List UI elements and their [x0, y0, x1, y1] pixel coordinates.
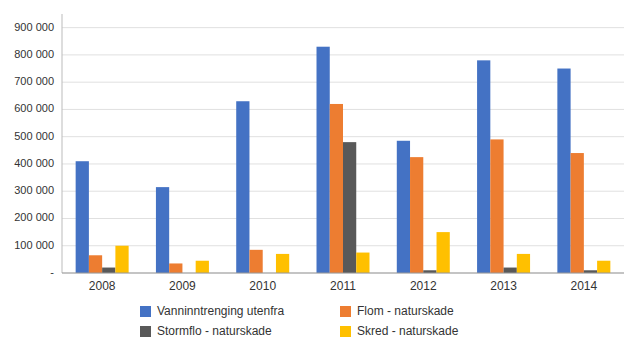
y-tick-label: 300 000: [14, 184, 54, 196]
bar: [196, 261, 209, 273]
legend-swatch: [340, 306, 351, 317]
legend-swatch: [340, 326, 351, 337]
legend-label: Skred - naturskade: [357, 324, 459, 338]
y-tick-label: -: [50, 266, 54, 278]
bar: [517, 254, 530, 273]
x-tick-label: 2013: [490, 279, 517, 293]
bar-series: [102, 142, 597, 273]
bar: [276, 254, 289, 273]
y-tick-labels: - 100 000 200 000 300 000 400 000 500 000 600 …: [14, 21, 54, 278]
bar: [490, 139, 503, 273]
bar: [156, 187, 169, 273]
legend-label: Vanninntrenging utenfra: [157, 304, 285, 318]
bar: [169, 263, 182, 273]
y-tick-label: 900 000: [14, 21, 54, 33]
bar: [115, 246, 128, 273]
y-tick-label: 600 000: [14, 102, 54, 114]
x-tick-labels: 2008 2009 2010 2011 2012 2013 2014: [89, 279, 598, 293]
grid-line: [62, 82, 624, 83]
legend: Vanninntrenging utenfra Flom - naturskade…: [140, 304, 459, 338]
y-tick-label: 800 000: [14, 48, 54, 60]
legend-label: Flom - naturskade: [357, 304, 454, 318]
bar-series: [76, 47, 571, 273]
bar-series: [89, 104, 584, 273]
bar: [330, 104, 343, 273]
x-tick-label: 2014: [571, 279, 598, 293]
y-tick-label: 700 000: [14, 75, 54, 87]
chart-svg: - 100 000 200 000 300 000 400 000 500 000 600 …: [0, 0, 640, 351]
y-tick-label: 100 000: [14, 239, 54, 251]
bar: [76, 161, 89, 273]
bar: [397, 141, 410, 273]
y-grid: [62, 28, 624, 273]
grid-line: [62, 27, 624, 28]
y-tick-label: 200 000: [14, 211, 54, 223]
grid-line: [62, 54, 624, 55]
chart-container: - 100 000 200 000 300 000 400 000 500 000 600 …: [0, 0, 640, 351]
bar-series: [115, 232, 610, 273]
x-tick-label: 2011: [330, 279, 356, 293]
legend-swatch: [140, 326, 151, 337]
legend-swatch: [140, 306, 151, 317]
bar: [343, 142, 356, 273]
x-axis-line: [62, 273, 624, 274]
bar: [504, 268, 517, 273]
bar: [102, 268, 115, 273]
bar: [89, 255, 102, 273]
bars: [76, 47, 611, 273]
y-axis-line: [62, 14, 63, 273]
bar: [437, 232, 450, 273]
y-tick-label: 400 000: [14, 157, 54, 169]
bar: [317, 47, 330, 273]
x-tick-label: 2008: [89, 279, 116, 293]
legend-label: Stormflo - naturskade: [157, 324, 272, 338]
bar: [236, 101, 249, 273]
bar: [597, 261, 610, 273]
bar: [477, 60, 490, 273]
y-tick-label: 500 000: [14, 130, 54, 142]
x-tick-label: 2010: [249, 279, 276, 293]
bar: [356, 253, 369, 273]
bar: [410, 157, 423, 273]
bar: [249, 250, 262, 273]
bar: [571, 153, 584, 273]
x-tick-label: 2009: [169, 279, 196, 293]
bar: [557, 69, 570, 273]
grid-line: [62, 273, 624, 274]
x-tick-label: 2012: [410, 279, 437, 293]
